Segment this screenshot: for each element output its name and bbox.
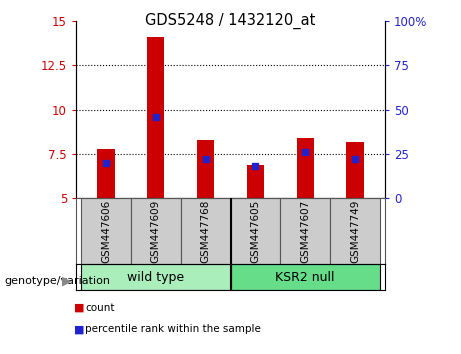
Bar [197, 140, 214, 198]
Text: GSM447606: GSM447606 [101, 199, 111, 263]
Text: wild type: wild type [127, 270, 184, 284]
Text: GSM447749: GSM447749 [350, 199, 360, 263]
Bar [346, 142, 364, 198]
Bar [247, 165, 264, 198]
Text: ■: ■ [74, 324, 84, 334]
Text: GSM447605: GSM447605 [250, 199, 260, 263]
Bar [296, 138, 314, 198]
Bar [330, 198, 380, 264]
Bar [230, 198, 280, 264]
Bar [131, 198, 181, 264]
Text: KSR2 null: KSR2 null [276, 270, 335, 284]
Text: percentile rank within the sample: percentile rank within the sample [85, 324, 261, 334]
Text: ■: ■ [74, 303, 84, 313]
Bar [181, 198, 230, 264]
Text: GSM447609: GSM447609 [151, 199, 161, 263]
Text: GSM447607: GSM447607 [300, 199, 310, 263]
Text: GDS5248 / 1432120_at: GDS5248 / 1432120_at [145, 12, 316, 29]
Bar [81, 198, 131, 264]
Text: ▶: ▶ [62, 274, 71, 287]
Bar [280, 198, 330, 264]
Bar [81, 264, 230, 290]
Text: genotype/variation: genotype/variation [5, 275, 111, 286]
Text: GSM447768: GSM447768 [201, 199, 211, 263]
Bar [147, 37, 165, 198]
Bar [230, 264, 380, 290]
Text: count: count [85, 303, 115, 313]
Bar [97, 149, 115, 198]
